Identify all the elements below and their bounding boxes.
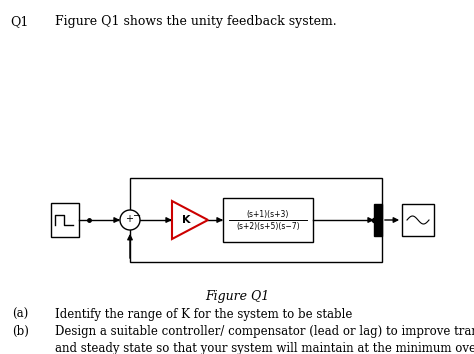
Text: Figure Q1: Figure Q1 <box>205 290 269 303</box>
FancyBboxPatch shape <box>223 198 313 242</box>
FancyBboxPatch shape <box>51 203 79 237</box>
Text: Design a suitable controller/ compensator (lead or lag) to improve transient sta: Design a suitable controller/ compensato… <box>55 325 474 354</box>
Text: (a): (a) <box>12 308 28 321</box>
FancyBboxPatch shape <box>374 204 382 236</box>
Text: Figure Q1 shows the unity feedback system.: Figure Q1 shows the unity feedback syste… <box>55 15 337 28</box>
Text: −: − <box>133 211 141 221</box>
Text: (s+1)(s+3): (s+1)(s+3) <box>247 211 289 219</box>
FancyBboxPatch shape <box>402 204 434 236</box>
Text: +: + <box>125 214 133 224</box>
Text: Identify the range of K for the system to be stable: Identify the range of K for the system t… <box>55 308 352 321</box>
Text: (b): (b) <box>12 325 29 338</box>
Text: (s+2)(s+5)(s−7): (s+2)(s+5)(s−7) <box>236 223 300 232</box>
Text: Q1: Q1 <box>10 15 28 28</box>
Text: K: K <box>182 215 190 225</box>
Circle shape <box>120 210 140 230</box>
Polygon shape <box>172 201 208 239</box>
